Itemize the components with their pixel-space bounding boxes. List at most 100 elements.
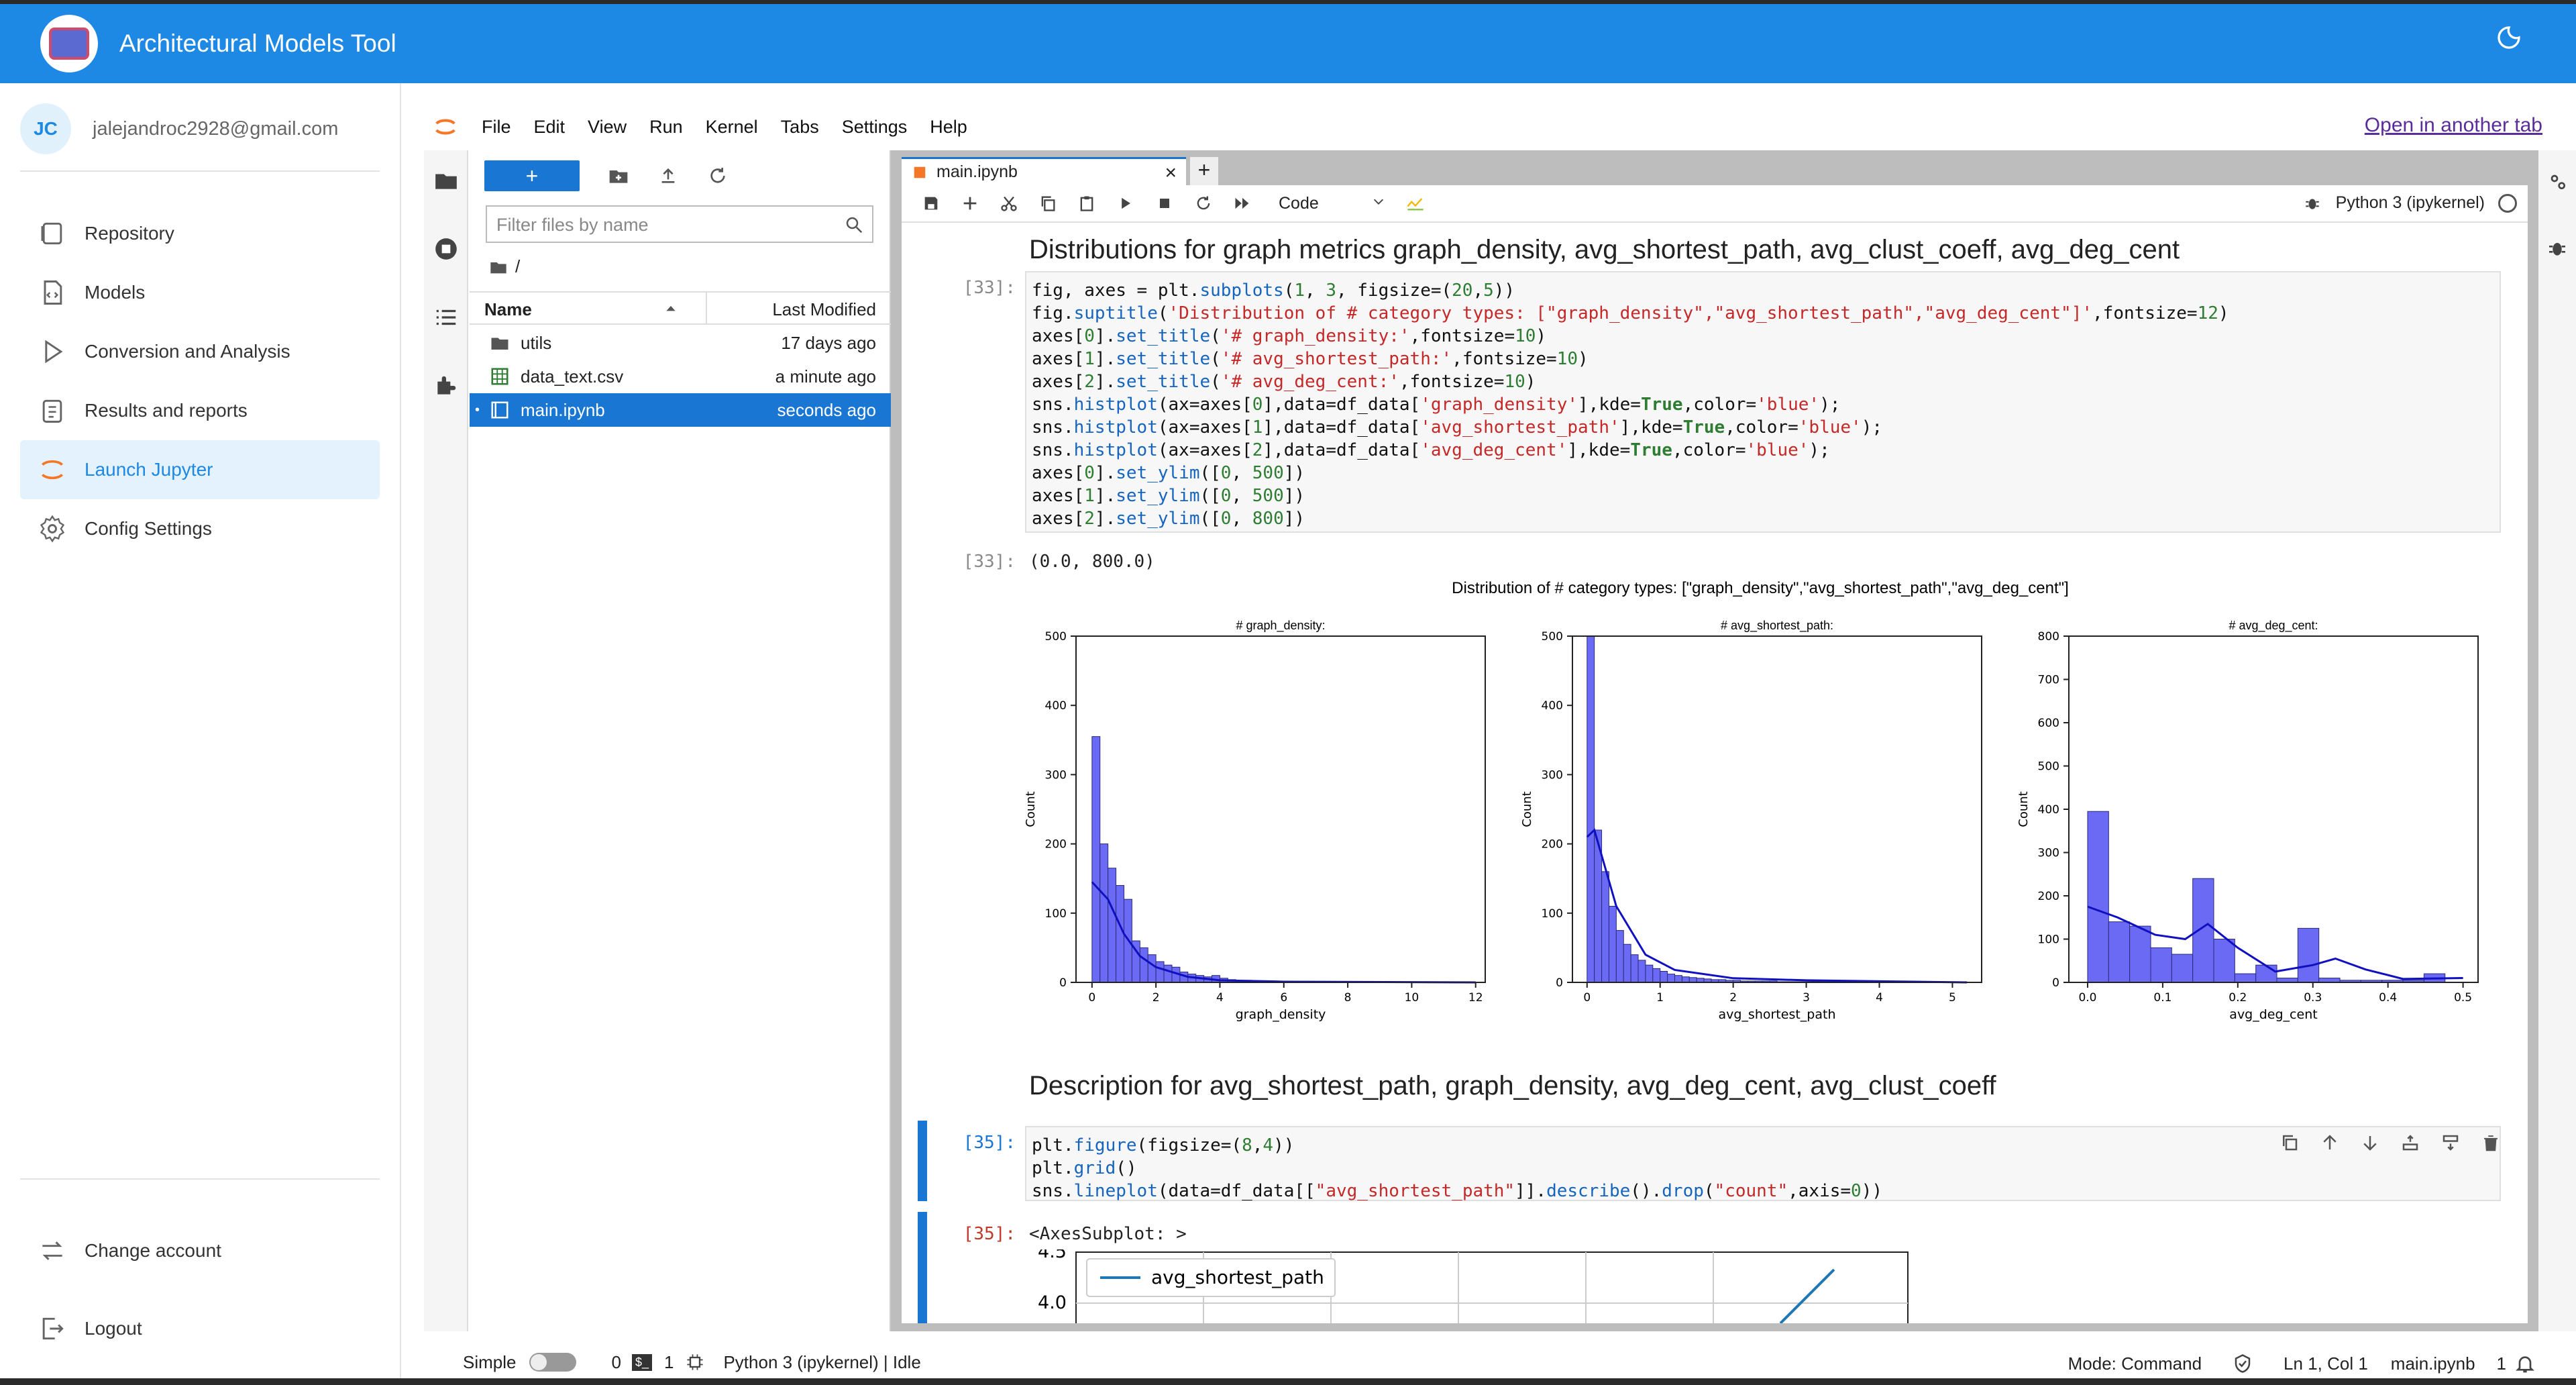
cell-type-select[interactable]: Code <box>1279 194 1386 213</box>
nav-label: Conversion and Analysis <box>85 341 290 362</box>
tab-bar: main.ipynb × + <box>895 150 2569 185</box>
menu-settings[interactable]: Settings <box>841 116 908 137</box>
upload-icon[interactable] <box>657 165 679 187</box>
toc-icon[interactable] <box>433 305 459 330</box>
kernel-status-text[interactable]: Python 3 (ipykernel) | Idle <box>723 1351 921 1372</box>
y-tick-label: 500 <box>1045 630 1067 644</box>
cut-icon[interactable] <box>1000 194 1018 213</box>
fast-forward-icon[interactable] <box>1233 194 1252 213</box>
histogram-bar <box>1601 871 1609 983</box>
code-cell[interactable]: plt.figure(figsize=(8,4)) plt.grid() sns… <box>1025 1126 2501 1201</box>
menu-edit[interactable]: Edit <box>533 116 566 137</box>
paste-icon[interactable] <box>1077 194 1096 213</box>
restart-icon[interactable] <box>1194 194 1213 213</box>
file-modified: 17 days ago <box>781 332 876 353</box>
nav-item-repository[interactable]: Repository <box>20 204 380 263</box>
menu-kernel[interactable]: Kernel <box>705 116 758 137</box>
running-icon[interactable] <box>433 236 459 262</box>
output-prompt: [35]: <box>963 1224 1016 1244</box>
nav-item-results[interactable]: Results and reports <box>20 381 380 440</box>
menu-view[interactable]: View <box>588 116 627 137</box>
histogram-bar <box>2213 939 2235 983</box>
move-up-icon[interactable] <box>2320 1133 2340 1153</box>
y-tick-label: 400 <box>1542 699 1563 713</box>
y-tick-label: 200 <box>1542 838 1563 852</box>
x-tick-label: 0.2 <box>2229 991 2247 1005</box>
close-icon[interactable]: × <box>1165 162 1177 184</box>
save-icon[interactable] <box>922 194 941 213</box>
histogram-bar <box>1147 954 1157 983</box>
histogram-bar <box>1091 736 1101 983</box>
nav-label: Config Settings <box>85 518 212 539</box>
menu-tabs[interactable]: Tabs <box>780 116 819 137</box>
nav-item-models[interactable]: Models <box>20 263 380 322</box>
y-tick-label: 500 <box>2038 760 2059 774</box>
folder-icon[interactable] <box>433 168 459 193</box>
x-tick-label: 0.4 <box>2379 991 2397 1005</box>
ruler-icon[interactable] <box>1406 194 1425 213</box>
delete-icon[interactable] <box>2481 1133 2501 1153</box>
gear-icon <box>40 515 65 543</box>
open-in-another-tab-link[interactable]: Open in another tab <box>2364 114 2542 136</box>
menu-help[interactable]: Help <box>930 116 967 137</box>
x-tick-label: 0.0 <box>2078 991 2096 1005</box>
shield-icon[interactable] <box>2233 1353 2253 1374</box>
kernel-status[interactable]: Python 3 (ipykernel) <box>2304 193 2517 213</box>
add-cell-icon[interactable] <box>961 194 979 213</box>
y-tick-label: 300 <box>1542 768 1563 782</box>
y-axis-label: Count <box>2017 791 2031 827</box>
run-icon[interactable] <box>1116 194 1135 213</box>
property-inspector-icon[interactable] <box>2546 170 2568 192</box>
debugger-icon[interactable] <box>2546 238 2568 259</box>
x-axis-label: avg_shortest_path <box>1718 1007 1835 1022</box>
file-list-header: Name Last Modified <box>470 291 891 325</box>
bug-icon[interactable] <box>2304 195 2321 212</box>
breadcrumb[interactable]: / <box>488 256 520 277</box>
axes-title: # avg_deg_cent: <box>2229 619 2318 633</box>
column-last-modified[interactable]: Last Modified <box>772 299 876 319</box>
simple-mode-toggle[interactable] <box>529 1353 577 1372</box>
add-tab-button[interactable]: + <box>1190 157 1218 185</box>
models-icon <box>44 280 62 305</box>
new-folder-icon[interactable] <box>608 165 629 187</box>
logout-button[interactable]: Logout <box>20 1299 380 1358</box>
stop-icon[interactable] <box>1155 194 1174 213</box>
x-tick-label: 4 <box>1876 991 1883 1005</box>
nav-item-launch-jupyter[interactable]: Launch Jupyter <box>20 440 380 499</box>
copy-icon[interactable] <box>1038 194 1057 213</box>
notebook-area: main.ipynb × + Code <box>891 150 2576 1331</box>
x-tick-label: 0 <box>1088 991 1095 1005</box>
extension-icon[interactable] <box>433 373 459 399</box>
filter-files-input[interactable]: Filter files by name <box>486 205 873 243</box>
refresh-icon[interactable] <box>707 165 729 187</box>
insert-below-icon[interactable] <box>2440 1133 2461 1153</box>
y-tick-label: 0 <box>2052 976 2059 990</box>
menu-file[interactable]: File <box>482 116 511 137</box>
folder-icon <box>490 262 506 273</box>
duplicate-icon[interactable] <box>2279 1133 2300 1153</box>
new-launcher-button[interactable]: + <box>484 160 580 191</box>
code-cell[interactable]: fig, axes = plt.subplots(1, 3, figsize=(… <box>1025 271 2501 533</box>
nav-item-conversion[interactable]: Conversion and Analysis <box>20 322 380 381</box>
cursor-position[interactable]: Ln 1, Col 1 <box>2284 1353 2368 1374</box>
kernel-chip-icon <box>687 1354 704 1370</box>
histogram-bar <box>2255 964 2277 983</box>
search-icon <box>846 217 863 234</box>
change-account-button[interactable]: Change account <box>20 1221 380 1280</box>
app-logo <box>40 15 98 72</box>
x-tick-label: 12 <box>1468 991 1483 1005</box>
bell-icon[interactable] <box>2514 1353 2536 1374</box>
y-tick-label: 200 <box>2038 890 2059 903</box>
file-row-main-ipynb[interactable]: • main.ipynb seconds ago <box>470 393 891 427</box>
file-row-data-text-csv[interactable]: data_text.csv a minute ago <box>470 360 891 393</box>
column-name[interactable]: Name <box>484 299 532 319</box>
file-row-utils[interactable]: utils 17 days ago <box>470 326 891 360</box>
nav-item-config[interactable]: Config Settings <box>20 499 380 558</box>
move-down-icon[interactable] <box>2360 1133 2380 1153</box>
menu-run[interactable]: Run <box>649 116 683 137</box>
insert-above-icon[interactable] <box>2400 1133 2420 1153</box>
histogram-bar <box>1155 961 1165 983</box>
theme-toggle-icon[interactable] <box>2496 24 2522 51</box>
menu-bar: File Edit View Run Kernel Tabs Settings … <box>401 103 2576 150</box>
tab-main-ipynb[interactable]: main.ipynb × <box>902 157 1186 185</box>
